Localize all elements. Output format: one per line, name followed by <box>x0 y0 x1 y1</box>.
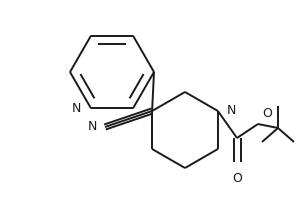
Text: N: N <box>227 105 236 118</box>
Text: N: N <box>72 102 81 115</box>
Text: O: O <box>262 107 272 120</box>
Text: N: N <box>88 121 97 133</box>
Text: O: O <box>232 172 242 185</box>
